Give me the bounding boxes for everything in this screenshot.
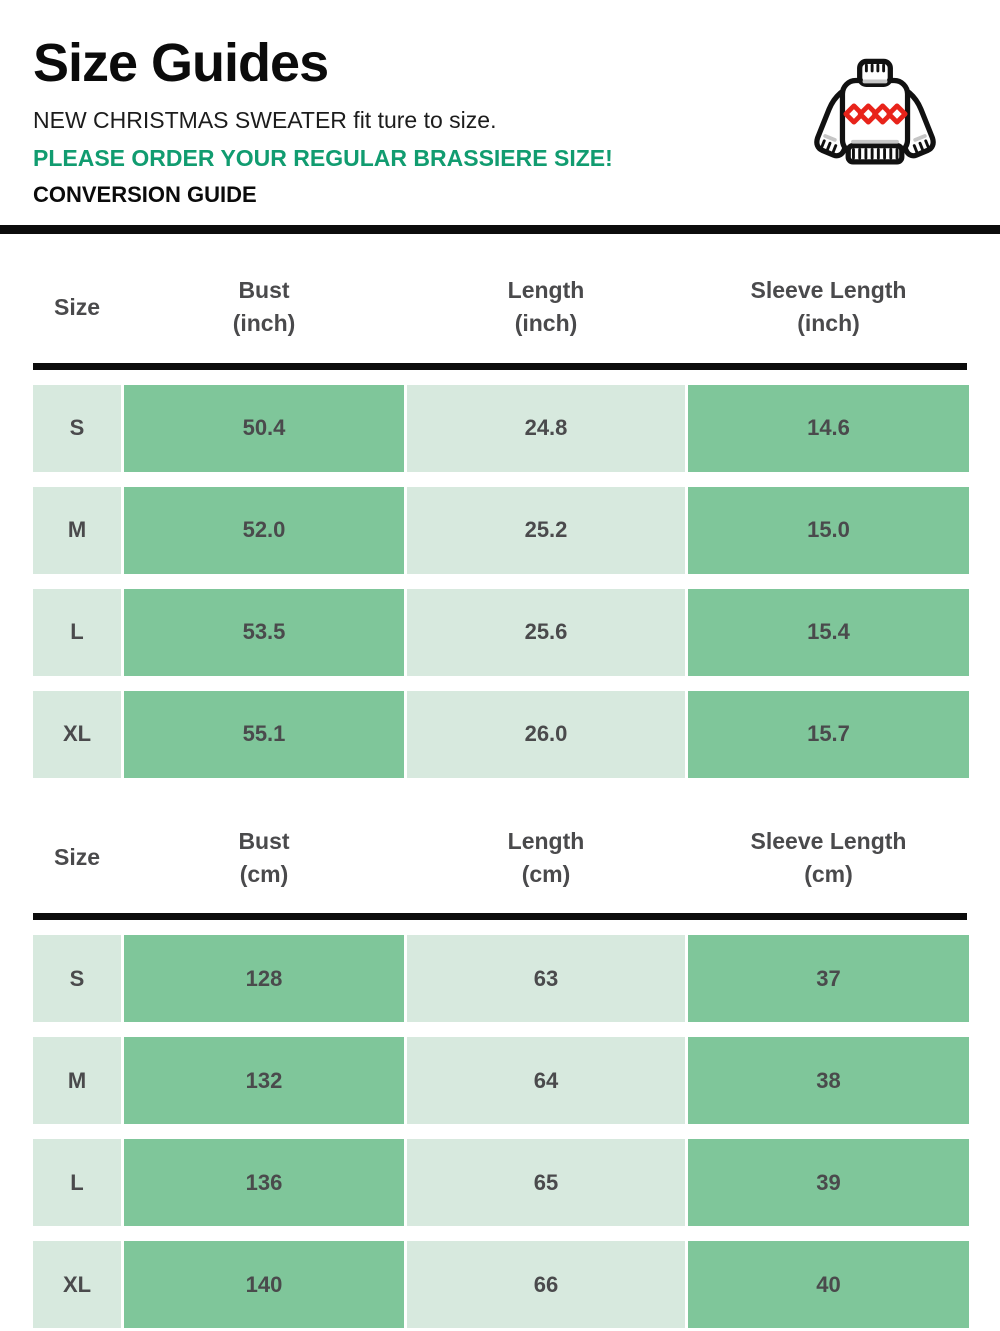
- page-header: Size Guides NEW CHRISTMAS SWEATER fit tu…: [0, 0, 1000, 208]
- size-label: XL: [33, 1241, 121, 1329]
- size-label: S: [33, 935, 121, 1023]
- bust-value: 55.1: [124, 690, 404, 778]
- fit-subtitle: NEW CHRISTMAS SWEATER fit ture to size.: [33, 107, 497, 133]
- sleeve-length-value: 15.4: [688, 588, 969, 676]
- size-label: M: [33, 486, 121, 574]
- column-header-bust: Bust (cm): [238, 827, 290, 887]
- page-title: Size Guides: [33, 33, 329, 93]
- size-label: L: [33, 1139, 121, 1227]
- table-row: L 136 65 39: [33, 1139, 969, 1227]
- bust-value: 140: [124, 1241, 404, 1329]
- order-notice: PLEASE ORDER YOUR REGULAR BRASSIERE SIZE…: [33, 144, 613, 171]
- christmas-sweater-icon: [808, 54, 942, 174]
- sleeve-length-value: 40: [688, 1241, 969, 1329]
- column-header-size: Size: [53, 844, 101, 871]
- table-header-rule: [33, 913, 967, 921]
- length-value: 66: [407, 1241, 685, 1329]
- sleeve-length-value: 14.6: [688, 384, 969, 472]
- length-value: 65: [407, 1139, 685, 1227]
- length-value: 25.2: [407, 486, 685, 574]
- column-header-length: Length (inch): [507, 276, 585, 337]
- table-row: XL 140 66 40: [33, 1241, 969, 1329]
- size-label: XL: [33, 690, 121, 778]
- sleeve-length-value: 39: [688, 1139, 969, 1227]
- bust-value: 52.0: [124, 486, 404, 574]
- size-table-inch: Size Bust (inch) Length (inch) Sleeve Le…: [33, 234, 969, 778]
- table-row: XL 55.1 26.0 15.7: [33, 690, 969, 778]
- size-label: S: [33, 384, 121, 472]
- length-value: 64: [407, 1037, 685, 1125]
- table-header-row: Size Bust (inch) Length (inch) Sleeve Le…: [33, 234, 967, 363]
- table-header-rule: [33, 362, 967, 370]
- column-header-size: Size: [53, 293, 101, 320]
- column-header-sleeve-length: Sleeve Length (cm): [750, 827, 907, 887]
- length-value: 24.8: [407, 384, 685, 472]
- bust-value: 50.4: [124, 384, 404, 472]
- sleeve-length-value: 38: [688, 1037, 969, 1125]
- bust-value: 132: [124, 1037, 404, 1125]
- table-header-row: Size Bust (cm) Length (cm) Sleeve Length…: [33, 778, 967, 914]
- table-row: L 53.5 25.6 15.4: [33, 588, 969, 676]
- conversion-guide-label: CONVERSION GUIDE: [33, 181, 257, 207]
- table-row: M 52.0 25.2 15.0: [33, 486, 969, 574]
- sleeve-length-value: 15.7: [688, 690, 969, 778]
- bust-value: 53.5: [124, 588, 404, 676]
- size-label: L: [33, 588, 121, 676]
- column-header-length: Length (cm): [507, 827, 585, 887]
- header-divider: [0, 224, 1000, 234]
- table-row: S 128 63 37: [33, 935, 969, 1023]
- length-value: 63: [407, 935, 685, 1023]
- table-row: M 132 64 38: [33, 1037, 969, 1125]
- column-header-sleeve-length: Sleeve Length (inch): [750, 276, 907, 337]
- size-table-cm: Size Bust (cm) Length (cm) Sleeve Length…: [33, 778, 969, 1329]
- sleeve-length-value: 15.0: [688, 486, 969, 574]
- bust-value: 128: [124, 935, 404, 1023]
- bust-value: 136: [124, 1139, 404, 1227]
- length-value: 26.0: [407, 690, 685, 778]
- length-value: 25.6: [407, 588, 685, 676]
- diamond-pattern: [843, 103, 908, 125]
- column-header-bust: Bust (inch): [232, 276, 296, 337]
- table-row: S 50.4 24.8 14.6: [33, 384, 969, 472]
- size-label: M: [33, 1037, 121, 1125]
- sleeve-length-value: 37: [688, 935, 969, 1023]
